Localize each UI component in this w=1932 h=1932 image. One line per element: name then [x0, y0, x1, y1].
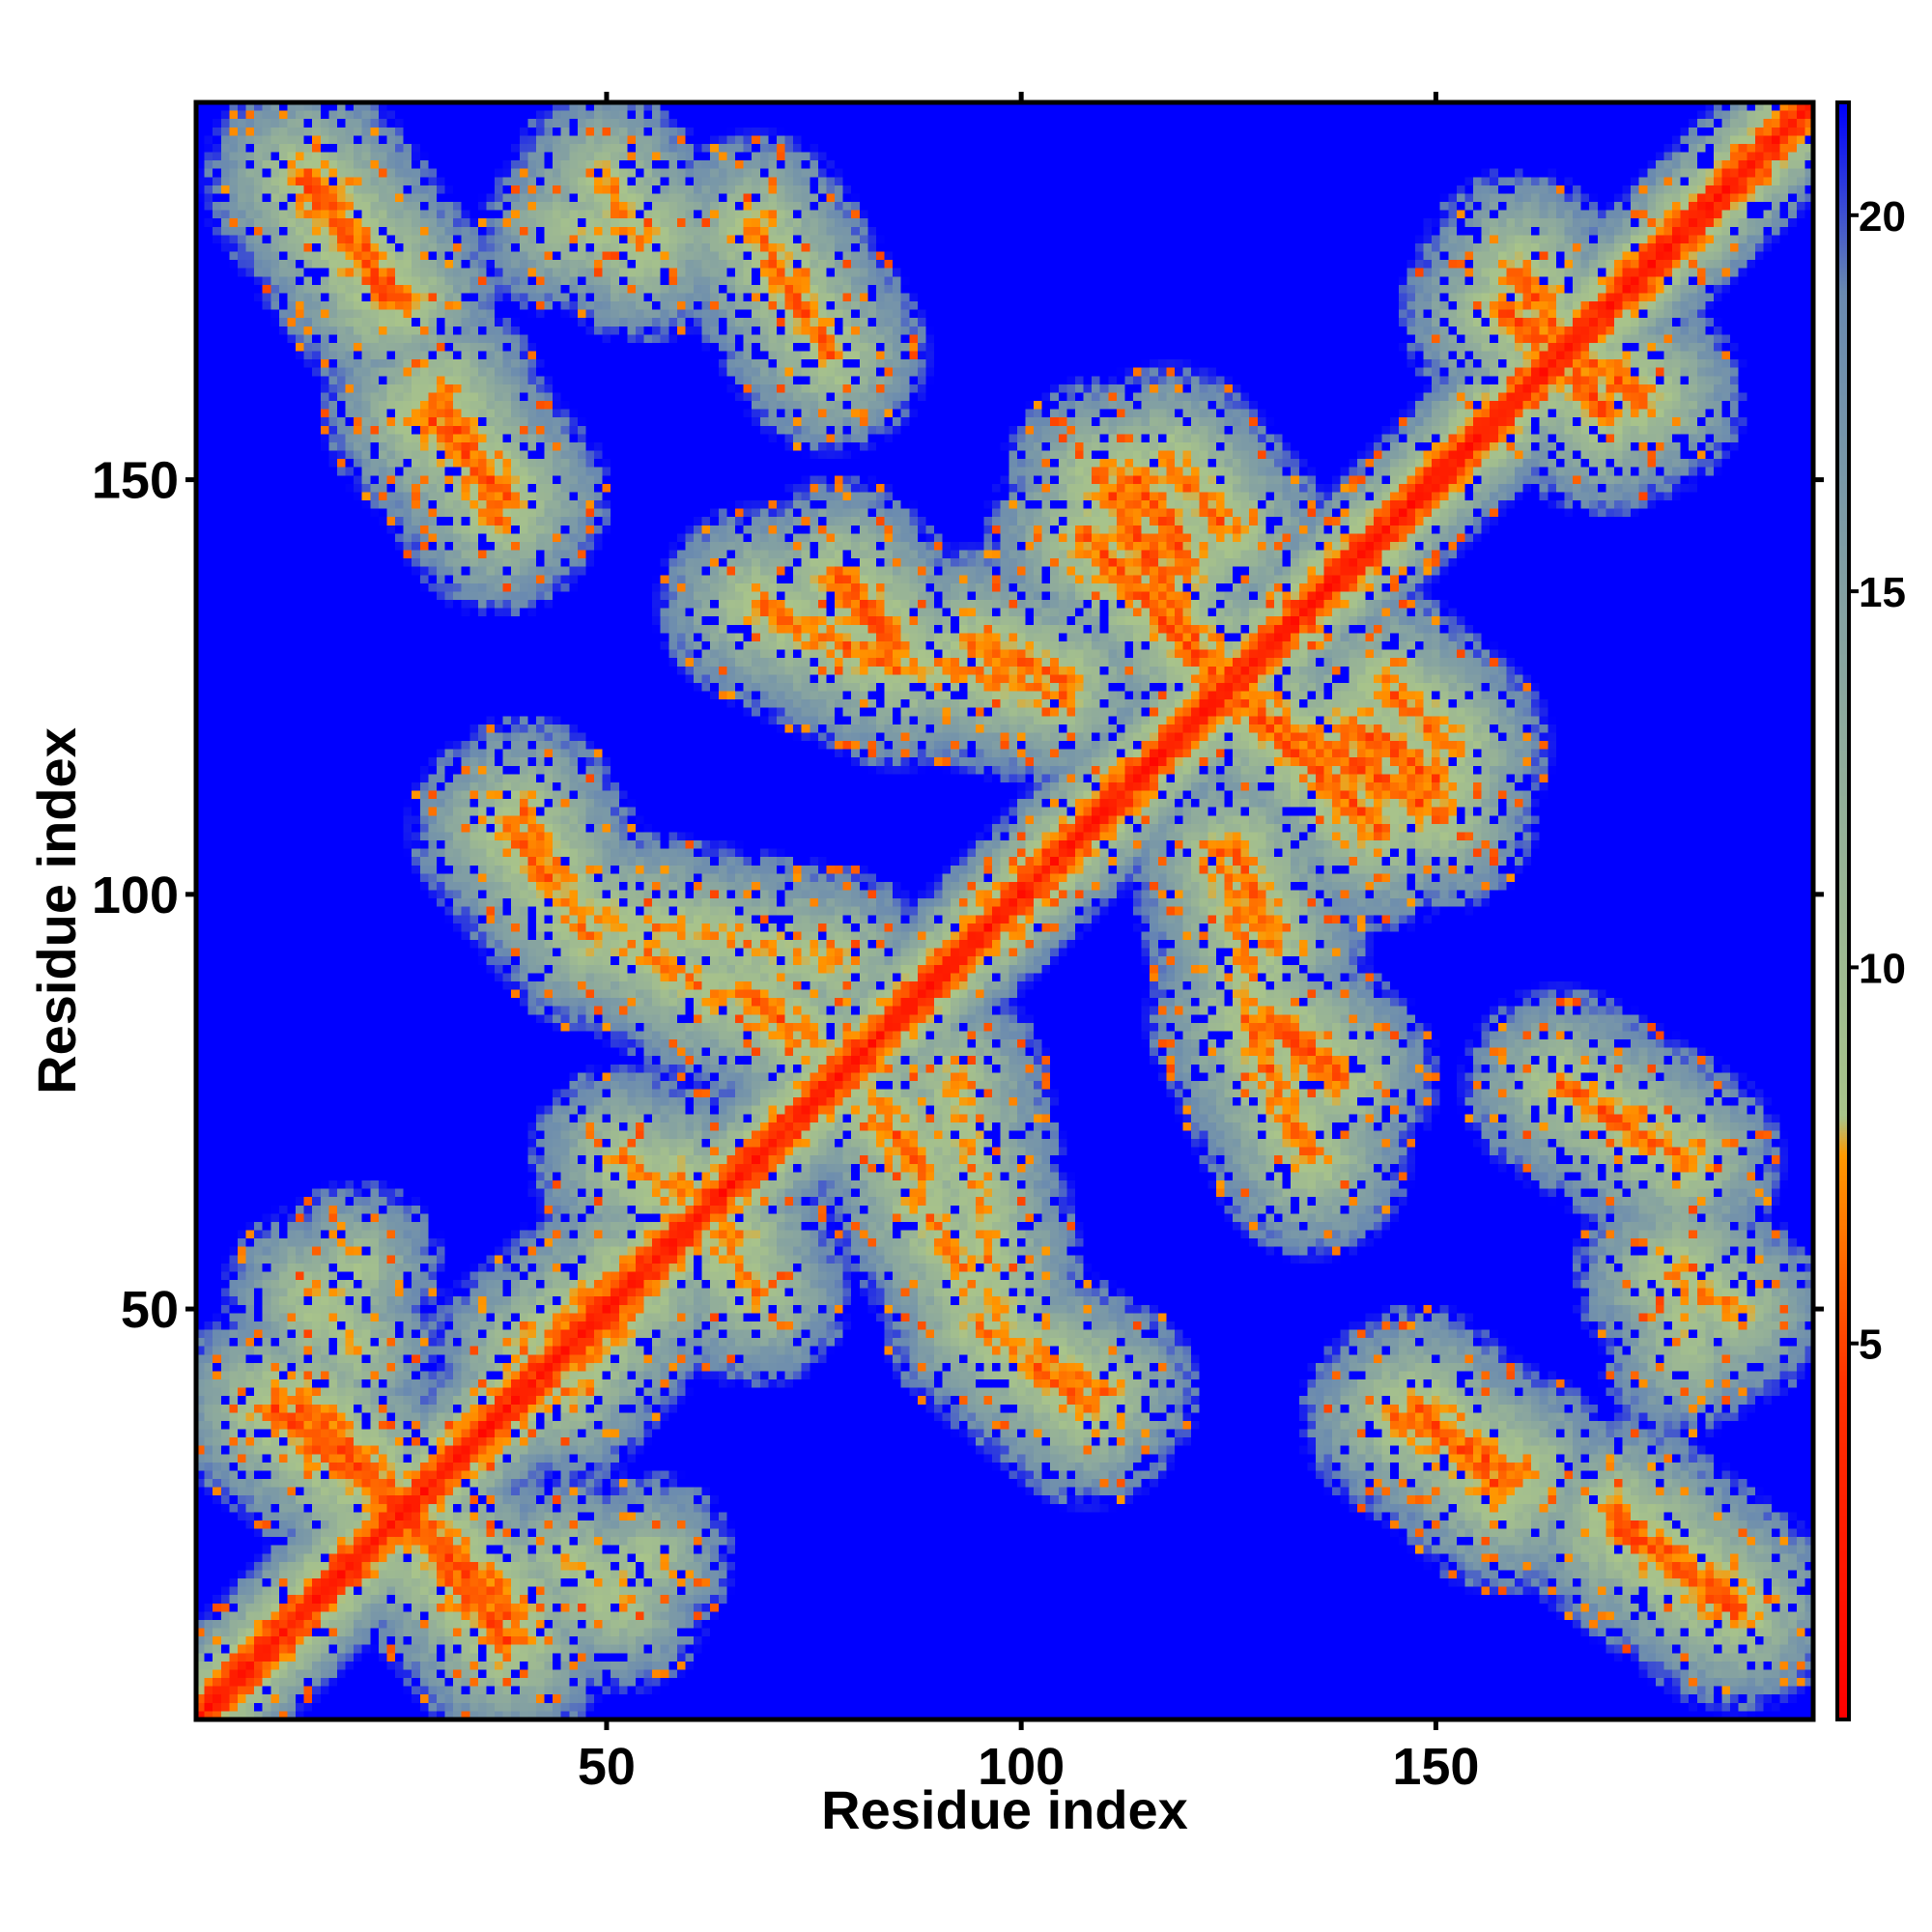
- x-axis-ticks: 50 100 150: [578, 92, 1479, 1796]
- x-tick-label: 50: [578, 1738, 636, 1796]
- colorbar-tick-label: 10: [1859, 945, 1906, 992]
- x-tick-label: 100: [978, 1738, 1065, 1796]
- colorbar-tick-label: 5: [1859, 1321, 1882, 1369]
- colorbar-tick-label: 20: [1859, 193, 1906, 241]
- plot-frame: [193, 99, 1816, 1722]
- y-tick-label: 50: [121, 1281, 179, 1339]
- colorbar-gradient: [1837, 102, 1849, 1719]
- x-axis-title: Residue index: [821, 1779, 1188, 1840]
- colorbar-frame: [1835, 100, 1851, 1721]
- y-axis-ticks: 50 100 150: [92, 452, 1824, 1339]
- colorbar-ticks: 5 10 15 20: [1849, 193, 1906, 1369]
- y-tick-label: 100: [92, 867, 179, 924]
- y-tick-label: 150: [92, 452, 179, 510]
- y-axis-title: Residue index: [26, 727, 87, 1094]
- x-tick-label: 150: [1392, 1738, 1479, 1796]
- colorbar-tick-label: 15: [1859, 569, 1906, 616]
- heatmap-cells: [196, 102, 1813, 1719]
